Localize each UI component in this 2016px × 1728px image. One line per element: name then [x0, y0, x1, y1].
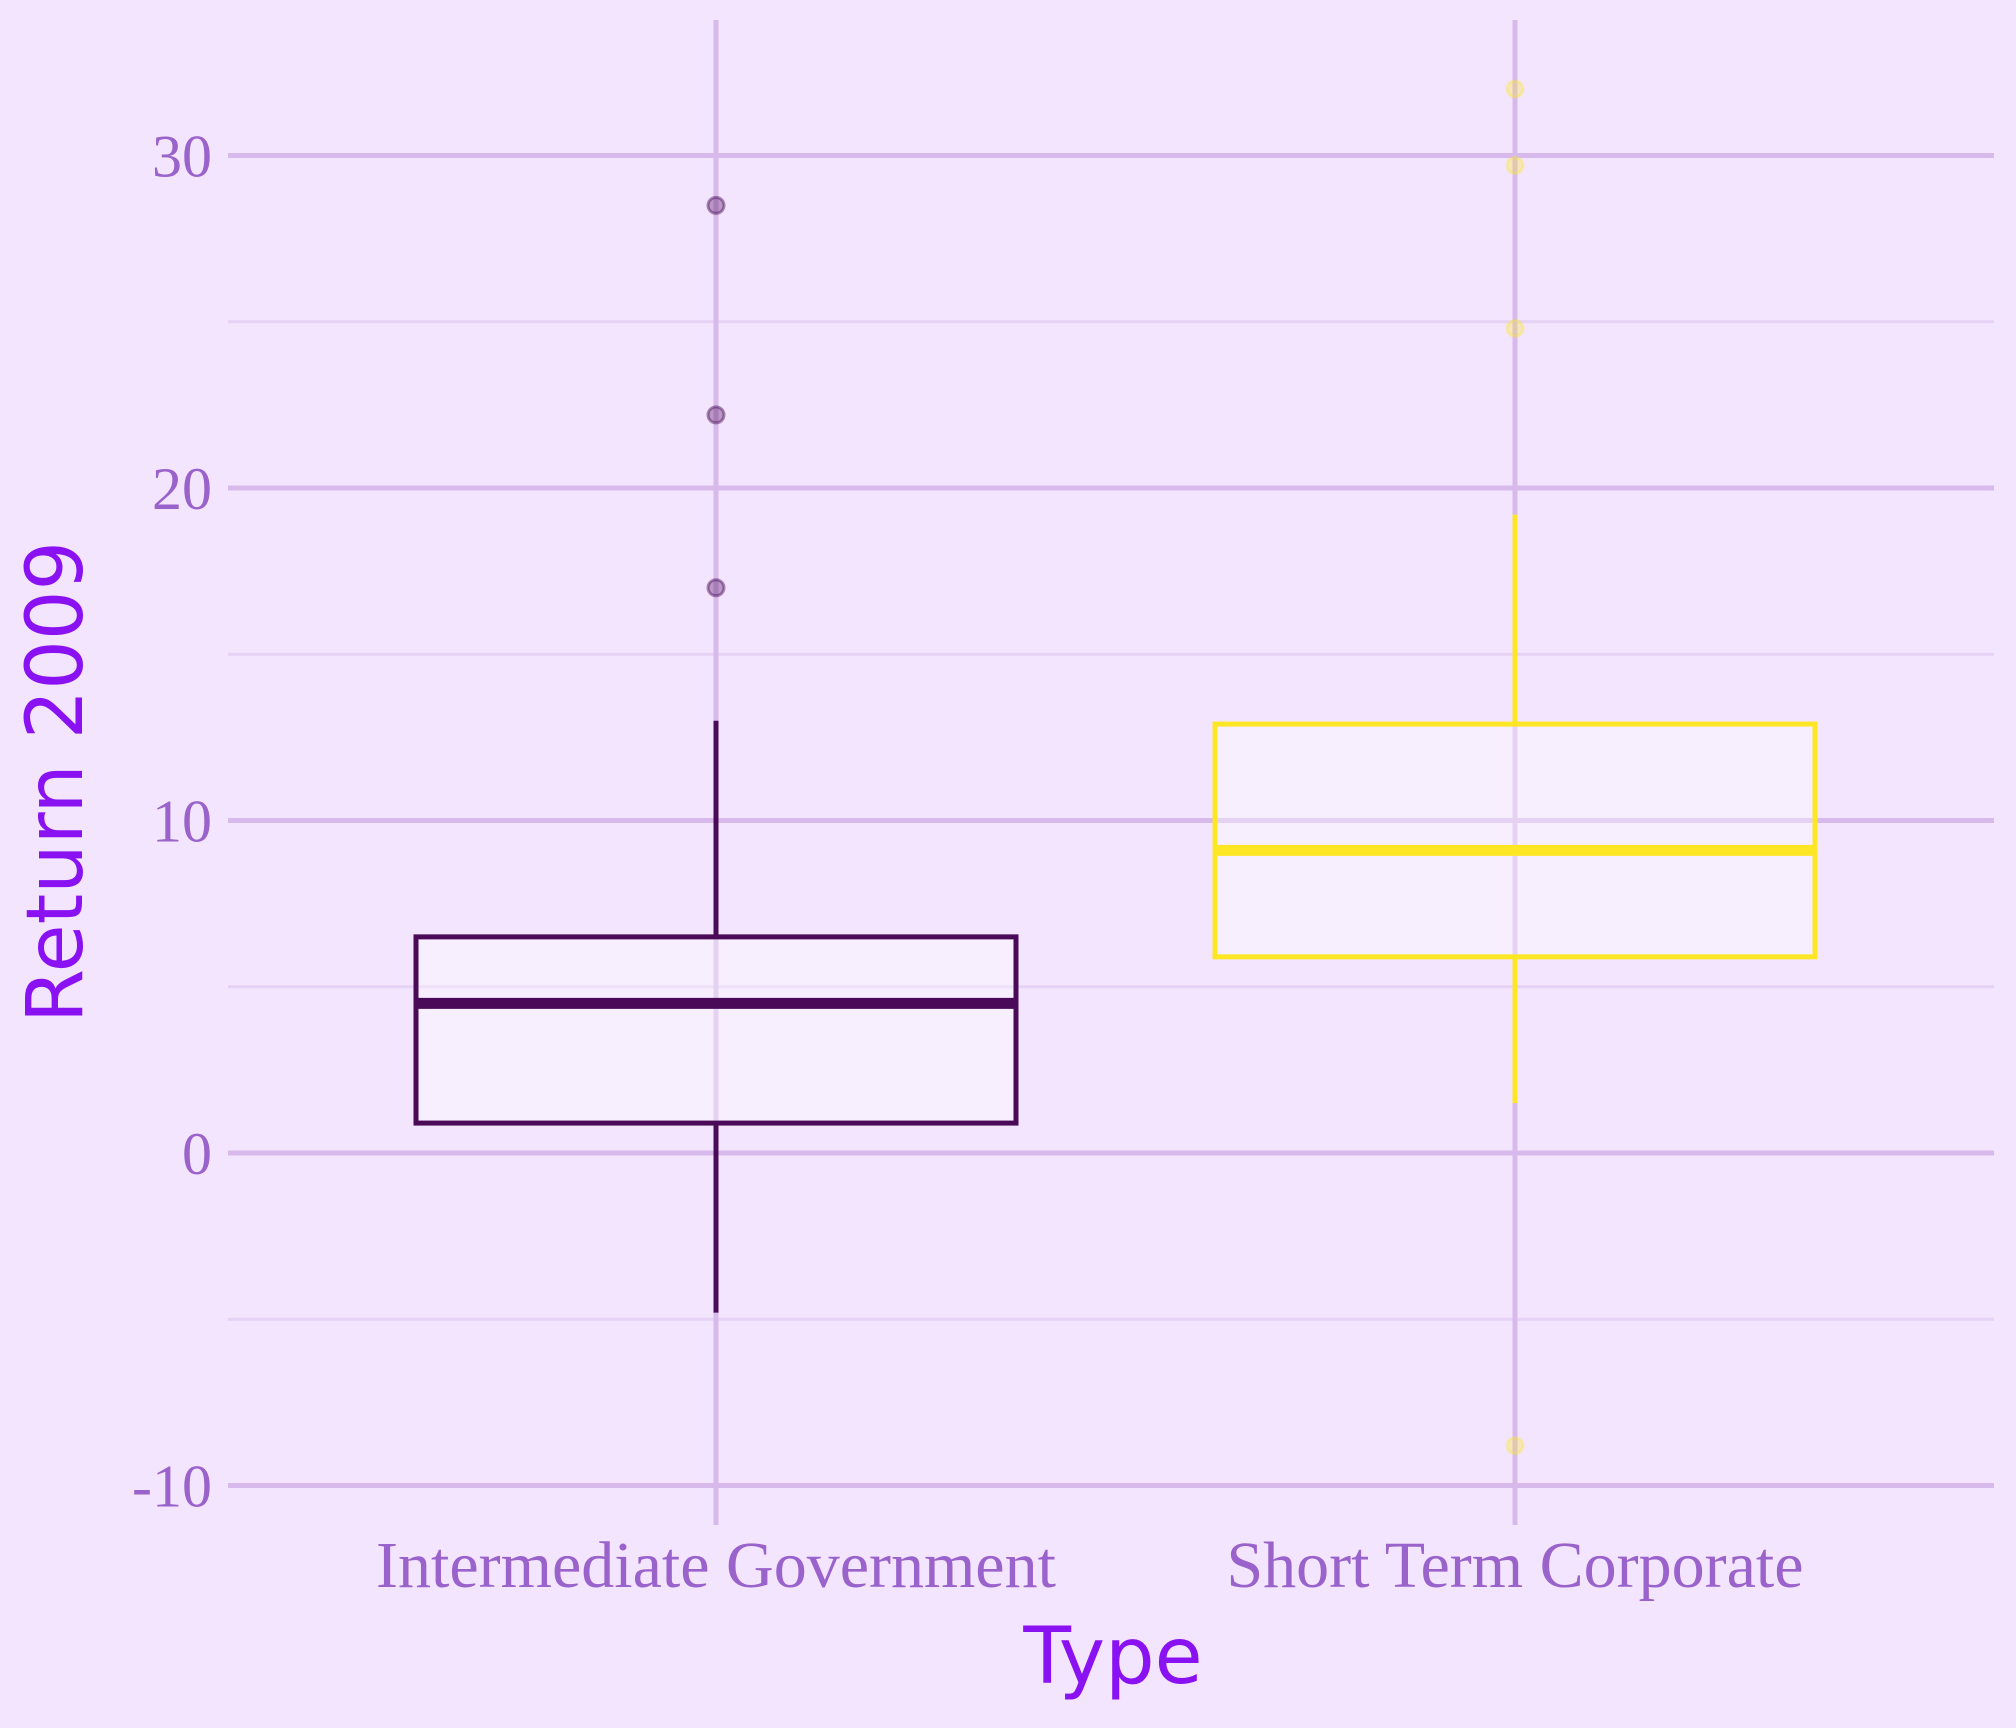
outlier-point	[1505, 79, 1525, 99]
outlier-point	[706, 195, 726, 215]
outlier-point	[1505, 318, 1525, 338]
x-tick-label: Short Term Corporate	[1226, 1529, 1803, 1602]
x-tick-label: Intermediate Government	[376, 1529, 1056, 1602]
y-tick-labels: -10 0 10 20 30	[132, 124, 212, 1520]
box-iqr	[1212, 721, 1818, 960]
y-tick-label: 0	[182, 1121, 212, 1187]
y-tick-label: 10	[152, 789, 212, 855]
y-tick-label: 20	[152, 456, 212, 522]
x-tick-labels: Intermediate Government Short Term Corpor…	[376, 1529, 1803, 1602]
outlier-point	[706, 405, 726, 425]
y-axis-title: Return 2009	[11, 541, 101, 1023]
y-tick-label: 30	[152, 124, 212, 190]
outlier-point	[1505, 1436, 1525, 1456]
outlier-point	[706, 578, 726, 598]
box-iqr	[413, 934, 1019, 1126]
x-axis-title: Type	[1022, 1612, 1202, 1702]
box-group	[1212, 79, 1818, 1456]
outlier-point	[1505, 155, 1525, 175]
box-group	[413, 195, 1019, 1313]
boxes	[413, 79, 1818, 1456]
y-tick-label: -10	[132, 1454, 212, 1520]
